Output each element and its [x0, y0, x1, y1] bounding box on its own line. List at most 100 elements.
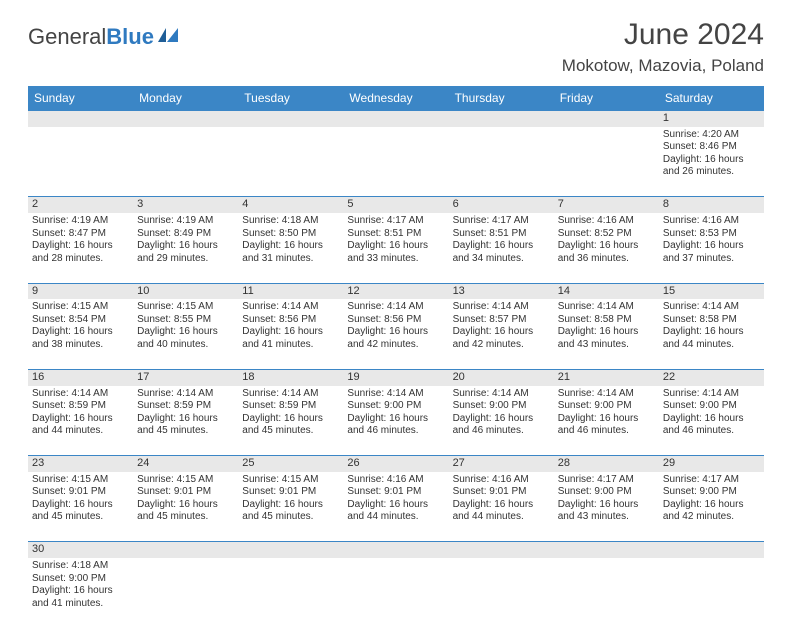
day-number-cell: 7 [554, 197, 659, 213]
empty-cell [133, 111, 238, 127]
daylight-line: Daylight: 16 hours and 43 minutes. [558, 499, 655, 524]
sunset-line: Sunset: 9:00 PM [663, 400, 760, 413]
daylight-line: Daylight: 16 hours and 33 minutes. [347, 240, 444, 265]
daylight-line: Daylight: 16 hours and 46 minutes. [558, 413, 655, 438]
empty-cell [28, 127, 133, 197]
empty-cell [449, 542, 554, 558]
sunrise-line: Sunrise: 4:17 AM [453, 215, 550, 228]
sunset-line: Sunset: 9:01 PM [347, 486, 444, 499]
daylight-line: Daylight: 16 hours and 44 minutes. [453, 499, 550, 524]
daylight-line: Daylight: 16 hours and 45 minutes. [32, 499, 129, 524]
day-cell: Sunrise: 4:14 AMSunset: 9:00 PMDaylight:… [554, 386, 659, 456]
daylight-line: Daylight: 16 hours and 38 minutes. [32, 326, 129, 351]
empty-cell [133, 542, 238, 558]
day-cell: Sunrise: 4:16 AMSunset: 9:01 PMDaylight:… [343, 472, 448, 542]
sunset-line: Sunset: 8:57 PM [453, 314, 550, 327]
daylight-line: Daylight: 16 hours and 44 minutes. [663, 326, 760, 351]
sunset-line: Sunset: 8:56 PM [242, 314, 339, 327]
content-row: Sunrise: 4:14 AM Sunset: 8:59 PM Daylight:… [28, 386, 764, 456]
sunset-line: Sunset: 8:56 PM [347, 314, 444, 327]
sunset-line: Sunset: 8:51 PM [347, 228, 444, 241]
daylight-line: Daylight: 16 hours and 46 minutes. [347, 413, 444, 438]
weekday-header: Sunday [28, 86, 133, 111]
day-cell: Sunrise: 4:16 AMSunset: 8:52 PMDaylight:… [554, 213, 659, 283]
empty-cell [659, 558, 764, 628]
day-number-cell: 20 [449, 369, 554, 385]
sunrise-line: Sunrise: 4:15 AM [137, 474, 234, 487]
day-number-cell: 12 [343, 283, 448, 299]
content-row: Sunrise: 4:19 AMSunset: 8:47 PMDaylight:… [28, 213, 764, 283]
month-title: June 2024 [562, 18, 764, 52]
day-number-cell: 1 [659, 111, 764, 127]
day-cell: Sunrise: 4:16 AMSunset: 8:53 PMDaylight:… [659, 213, 764, 283]
day-cell: Sunrise: 4:14 AMSunset: 8:58 PMDaylight:… [554, 299, 659, 369]
logo-flag-icon [158, 28, 184, 46]
sunrise-line: Sunrise: 4:14 AM [137, 388, 234, 401]
day-number-cell: 21 [554, 369, 659, 385]
day-cell: Sunrise: 4:14 AMSunset: 8:56 PMDaylight:… [343, 299, 448, 369]
weekday-header: Saturday [659, 86, 764, 111]
title-block: June 2024 Mokotow, Mazovia, Poland [562, 18, 764, 76]
sunrise-line: Sunrise: 4:15 AM [137, 301, 234, 314]
day-number-cell: 25 [238, 456, 343, 472]
empty-cell [554, 127, 659, 197]
empty-cell [28, 111, 133, 127]
weekday-header: Wednesday [343, 86, 448, 111]
day-cell: Sunrise: 4:15 AMSunset: 9:01 PMDaylight:… [28, 472, 133, 542]
empty-cell [133, 127, 238, 197]
sunset-line: Sunset: 8:50 PM [242, 228, 339, 241]
sunrise-line: Sunrise: 4:16 AM [558, 215, 655, 228]
sunrise-line: Sunrise: 4:17 AM [347, 215, 444, 228]
sunset-line: Sunset: 9:00 PM [663, 486, 760, 499]
empty-cell [343, 558, 448, 628]
day-number-cell: 2 [28, 197, 133, 213]
daylight-line: Daylight: 16 hours and 46 minutes. [453, 413, 550, 438]
day-cell: Sunrise: 4:14 AMSunset: 8:58 PMDaylight:… [659, 299, 764, 369]
sunrise-line: Sunrise: 4:15 AM [242, 474, 339, 487]
day-number-cell: 17 [133, 369, 238, 385]
sunset-line: Sunset: 8:54 PM [32, 314, 129, 327]
logo: GeneralBlue [28, 24, 184, 50]
sunrise-line: Sunrise: 4:16 AM [453, 474, 550, 487]
sunrise-line: Sunrise: 4:18 AM [242, 215, 339, 228]
daylight-line: Daylight: 16 hours and 45 minutes. [242, 499, 339, 524]
weekday-header-row: SundayMondayTuesdayWednesdayThursdayFrid… [28, 86, 764, 111]
weekday-header: Thursday [449, 86, 554, 111]
sunset-line: Sunset: 9:01 PM [453, 486, 550, 499]
day-cell: Sunrise: 4:17 AMSunset: 8:51 PMDaylight:… [343, 213, 448, 283]
daylight-line: Daylight: 16 hours and 42 minutes. [453, 326, 550, 351]
day-number-cell: 22 [659, 369, 764, 385]
empty-cell [343, 542, 448, 558]
sunrise-line: Sunrise: 4:19 AM [32, 215, 129, 228]
sunset-line: Sunset: 8:46 PM [663, 141, 760, 154]
sunrise-line: Sunrise: 4:18 AM [32, 560, 129, 573]
daynum-row: 2345678 [28, 197, 764, 213]
day-cell: Sunrise: 4:17 AMSunset: 8:51 PMDaylight:… [449, 213, 554, 283]
sunset-line: Sunset: 9:00 PM [32, 573, 129, 586]
day-number-cell: 10 [133, 283, 238, 299]
daynum-row: 30 [28, 542, 764, 558]
daylight-line: Daylight: 16 hours and 34 minutes. [453, 240, 550, 265]
content-row: Sunrise: 4:18 AMSunset: 9:00 PMDaylight:… [28, 558, 764, 628]
sunset-line: Sunset: 9:00 PM [558, 400, 655, 413]
day-cell: Sunrise: 4:19 AMSunset: 8:49 PMDaylight:… [133, 213, 238, 283]
day-number-cell: 19 [343, 369, 448, 385]
daylight-line: Daylight: 16 hours and 45 minutes. [137, 413, 234, 438]
sunrise-line: Sunrise: 4:14 AM [347, 388, 444, 401]
sunset-line: Sunset: 9:00 PM [453, 400, 550, 413]
sunrise-line: Sunrise: 4:14 AM [558, 388, 655, 401]
sunrise-line: Sunrise: 4:16 AM [663, 215, 760, 228]
sunset-line: Sunset: 8:59 PM [242, 400, 339, 413]
sunrise-line: Sunrise: 4:14 AM [663, 301, 760, 314]
weekday-header: Friday [554, 86, 659, 111]
sunrise-line: Sunrise: 4:14 AM [347, 301, 444, 314]
daylight-line: Daylight: 16 hours and 45 minutes. [137, 499, 234, 524]
empty-cell [238, 111, 343, 127]
day-number-cell: 9 [28, 283, 133, 299]
daylight-line: Daylight: 16 hours and 37 minutes. [663, 240, 760, 265]
sunrise-line: Sunrise: 4:17 AM [558, 474, 655, 487]
daylight-line: Daylight: 16 hours and 41 minutes. [242, 326, 339, 351]
day-number-cell: 29 [659, 456, 764, 472]
content-row: Sunrise: 4:15 AMSunset: 8:54 PMDaylight:… [28, 299, 764, 369]
empty-cell [554, 111, 659, 127]
